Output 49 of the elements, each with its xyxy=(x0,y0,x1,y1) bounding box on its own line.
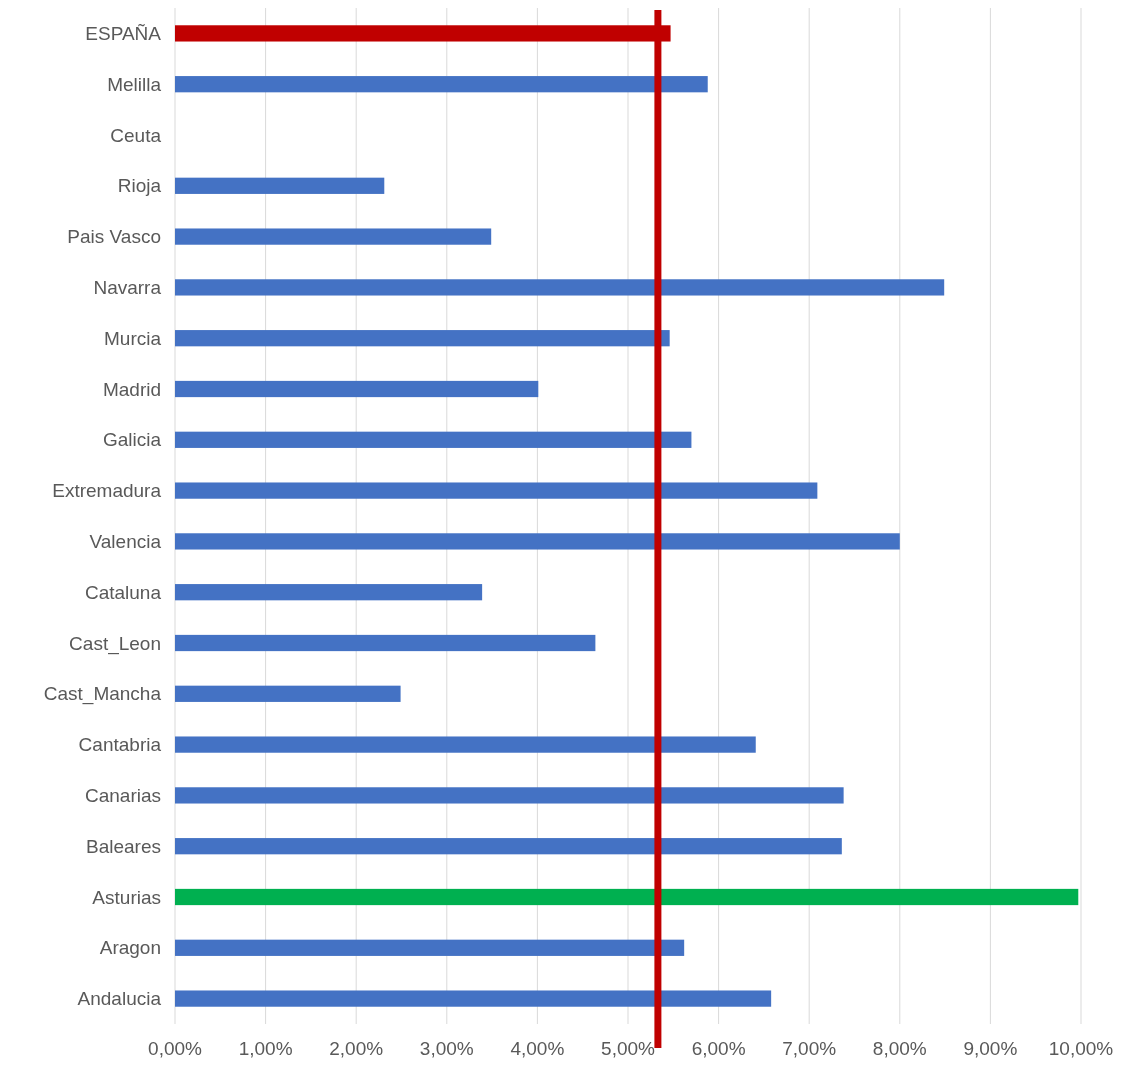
y-tick-label: Navarra xyxy=(93,277,162,299)
x-tick-label: 8,00% xyxy=(872,1038,927,1059)
y-tick-label: Galicia xyxy=(102,429,162,451)
bar xyxy=(175,482,818,499)
y-tick-label: Melilla xyxy=(107,73,162,95)
y-tick-label: Madrid xyxy=(102,378,161,400)
y-tick-label: Extremadura xyxy=(52,480,162,502)
bar xyxy=(175,380,539,398)
bar xyxy=(175,939,685,956)
x-tick-label: 7,00% xyxy=(782,1038,837,1059)
y-tick-label: Cast_Leon xyxy=(69,632,161,655)
bar xyxy=(175,685,401,702)
y-tick-label: Canarias xyxy=(84,785,161,807)
y-tick-label: Valencia xyxy=(89,531,162,553)
y-tick-label: Murcia xyxy=(103,327,162,349)
bar xyxy=(175,888,1079,906)
x-tick-label: 2,00% xyxy=(329,1038,384,1059)
x-tick-label: 3,00% xyxy=(419,1038,474,1059)
bar xyxy=(175,990,772,1007)
y-tick-label: Baleares xyxy=(86,835,161,857)
x-tick-label: 4,00% xyxy=(510,1038,565,1059)
bar xyxy=(175,584,483,601)
bar xyxy=(175,431,692,448)
y-tick-label: Ceuta xyxy=(110,124,162,146)
bar xyxy=(175,177,385,194)
y-tick-label: Rioja xyxy=(117,175,162,197)
y-tick-label: Aragon xyxy=(99,937,161,959)
y-tick-label: Pais Vasco xyxy=(67,226,161,248)
y-tick-label: ESPAÑA xyxy=(85,23,162,45)
x-tick-label: 9,00% xyxy=(963,1038,1018,1059)
bar xyxy=(175,736,756,753)
y-tick-label: Cataluna xyxy=(84,581,162,603)
x-tick-label: 10,00% xyxy=(1048,1038,1114,1059)
y-tick-label: Cast_Mancha xyxy=(43,683,162,706)
bar xyxy=(175,279,945,296)
x-tick-label: 0,00% xyxy=(148,1038,203,1059)
bar xyxy=(175,76,708,93)
bar xyxy=(175,228,492,245)
bar xyxy=(175,634,596,652)
bar xyxy=(175,330,670,347)
y-tick-label: Asturias xyxy=(92,886,161,908)
y-tick-label: Andalucia xyxy=(77,988,162,1010)
bar xyxy=(175,838,842,855)
x-tick-label: 1,00% xyxy=(238,1038,293,1059)
x-tick-label: 6,00% xyxy=(691,1038,746,1059)
bar xyxy=(175,533,900,550)
x-tick-label: 5,00% xyxy=(601,1038,656,1059)
bar xyxy=(175,787,844,804)
y-tick-label: Cantabria xyxy=(78,734,162,756)
